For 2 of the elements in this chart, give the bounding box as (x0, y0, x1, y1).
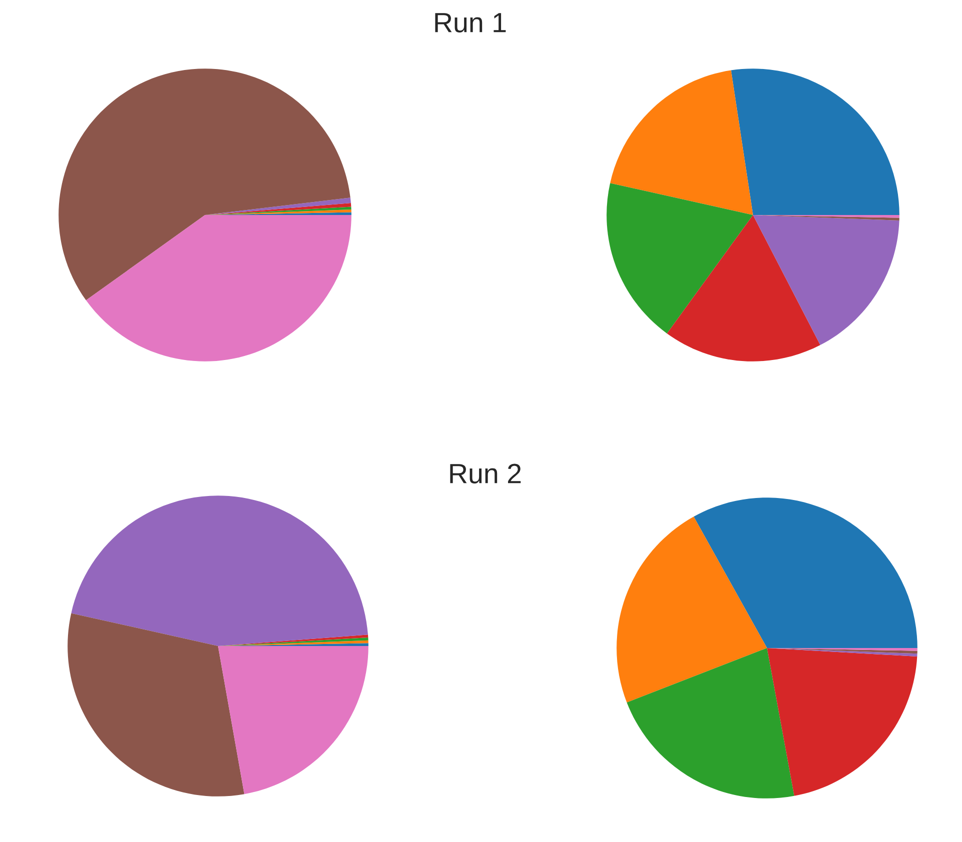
text: Run 1 (435, 13, 506, 32)
text: Run 2 (450, 464, 521, 484)
